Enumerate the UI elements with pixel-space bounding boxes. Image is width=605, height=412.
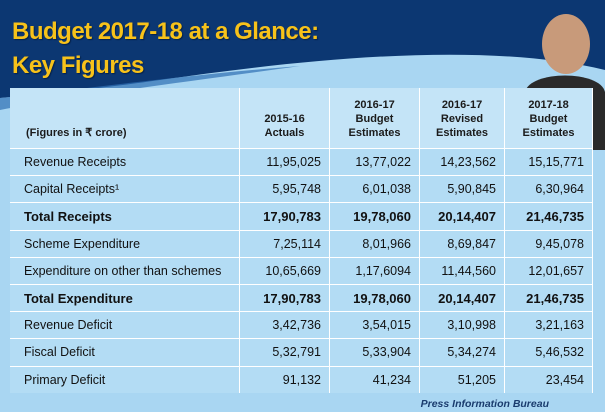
column-header: 2016-17 Budget Estimates bbox=[330, 88, 420, 148]
value-cell: 17,90,783 bbox=[240, 202, 330, 230]
value-cell: 9,45,078 bbox=[505, 229, 593, 257]
value-cell: 5,32,791 bbox=[240, 338, 330, 366]
column-header-line: Actuals bbox=[264, 127, 305, 139]
column-header: 2016-17 Revised Estimates bbox=[420, 88, 505, 148]
value-cell: 20,14,407 bbox=[420, 284, 505, 312]
value-cell: 12,01,657 bbox=[505, 256, 593, 284]
value-cell: 15,15,771 bbox=[505, 148, 593, 176]
value-cell: 3,54,015 bbox=[330, 311, 420, 339]
column-header-line: Estimates bbox=[522, 127, 575, 139]
value-cell: 21,46,735 bbox=[505, 284, 593, 312]
unit-note: (Figures in ₹ crore) bbox=[10, 88, 240, 148]
value-cell: 51,205 bbox=[420, 365, 505, 393]
column-header-line: Estimates bbox=[436, 127, 488, 139]
row-label: Total Expenditure bbox=[10, 284, 240, 312]
value-cell: 14,23,562 bbox=[420, 148, 505, 176]
value-cell: 5,33,904 bbox=[330, 338, 420, 366]
row-label: Fiscal Deficit bbox=[10, 338, 240, 366]
column-header-line: 2015-16 bbox=[264, 113, 305, 125]
column-header-line: 2016-17 bbox=[354, 99, 395, 111]
row-label: Capital Receipts¹ bbox=[10, 175, 240, 203]
value-cell: 21,46,735 bbox=[505, 202, 593, 230]
column-header-line: 2016-17 bbox=[441, 99, 483, 111]
value-cell: 5,95,748 bbox=[240, 175, 330, 203]
title-line: Key Figures bbox=[12, 52, 144, 79]
unit-note-text: (Figures in ₹ crore) bbox=[26, 127, 127, 139]
title-line: Budget 2017-18 at a Glance: bbox=[12, 18, 319, 45]
value-cell: 5,90,845 bbox=[420, 175, 505, 203]
value-cell: 5,34,274 bbox=[420, 338, 505, 366]
column-header: 2015-16 Actuals bbox=[240, 88, 330, 148]
value-cell: 3,10,998 bbox=[420, 311, 505, 339]
value-cell: 6,30,964 bbox=[505, 175, 593, 203]
value-cell: 19,78,060 bbox=[330, 284, 420, 312]
value-cell: 3,42,736 bbox=[240, 311, 330, 339]
value-cell: 3,21,163 bbox=[505, 311, 593, 339]
value-cell: 11,95,025 bbox=[240, 148, 330, 176]
row-label: Expenditure on other than schemes bbox=[10, 256, 240, 284]
value-cell: 5,46,532 bbox=[505, 338, 593, 366]
column-header-line: Budget bbox=[355, 113, 394, 125]
value-cell: 13,77,022 bbox=[330, 148, 420, 176]
value-cell: 7,25,114 bbox=[240, 229, 330, 257]
value-cell: 1,17,6094 bbox=[330, 256, 420, 284]
value-cell: 17,90,783 bbox=[240, 284, 330, 312]
row-label: Scheme Expenditure bbox=[10, 229, 240, 257]
row-label: Revenue Deficit bbox=[10, 311, 240, 339]
column-header-line: Revised bbox=[440, 113, 484, 125]
column-header: 2017-18 Budget Estimates bbox=[505, 88, 593, 148]
value-cell: 8,69,847 bbox=[420, 229, 505, 257]
column-header-line: 2017-18 bbox=[528, 99, 569, 111]
column-header-line: Estimates bbox=[348, 127, 401, 139]
value-cell: 19,78,060 bbox=[330, 202, 420, 230]
source: Press Information Bureau bbox=[420, 398, 549, 410]
value-cell: 6,01,038 bbox=[330, 175, 420, 203]
column-header-line: Budget bbox=[529, 113, 568, 125]
row-label: Revenue Receipts bbox=[10, 148, 240, 176]
value-cell: 8,01,966 bbox=[330, 229, 420, 257]
value-cell: 11,44,560 bbox=[420, 256, 505, 284]
row-label: Total Receipts bbox=[10, 202, 240, 230]
value-cell: 20,14,407 bbox=[420, 202, 505, 230]
value-cell: 91,132 bbox=[240, 365, 330, 393]
value-cell: 23,454 bbox=[505, 365, 593, 393]
value-cell: 41,234 bbox=[330, 365, 420, 393]
value-cell: 10,65,669 bbox=[240, 256, 330, 284]
row-label: Primary Deficit bbox=[10, 365, 240, 393]
